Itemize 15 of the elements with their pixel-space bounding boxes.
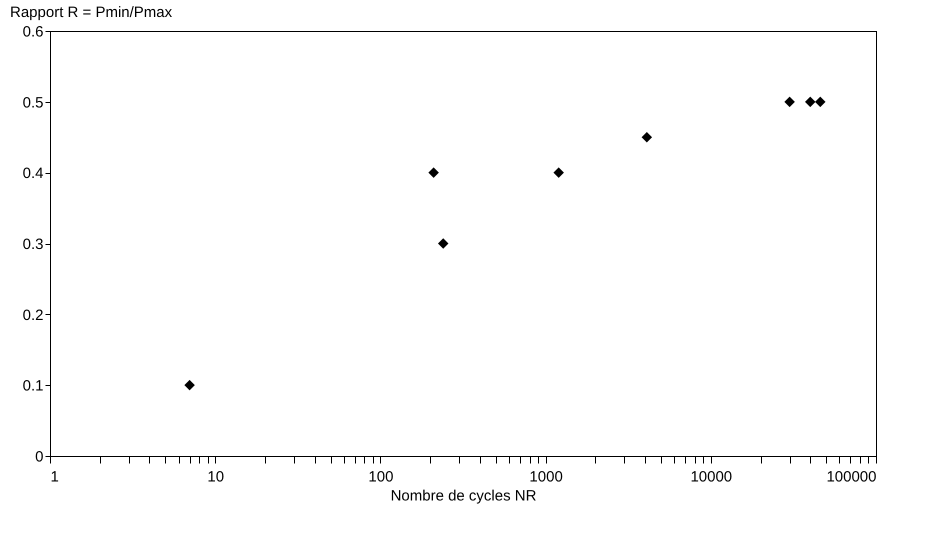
y-tick-label: 0 (35, 448, 44, 466)
y-tick-label: 0.5 (22, 94, 44, 112)
x-tick-label: 100 (368, 468, 394, 486)
x-tick-label: 10 (207, 468, 224, 486)
x-tick-label: 1000 (529, 468, 563, 486)
y-tick-label: 0.1 (22, 378, 44, 395)
y-tick-label: 0.3 (22, 236, 44, 253)
x-tick-label: 100000 (826, 468, 876, 486)
y-tick-label: 0.2 (22, 306, 44, 324)
y-tick-label: 0.4 (22, 165, 44, 182)
x-tick-label: 1 (50, 468, 59, 486)
y-axis-title: Rapport R = Pmin/Pmax (10, 4, 173, 21)
x-tick-label: 10000 (690, 468, 732, 486)
y-tick-label: 0.6 (22, 24, 44, 40)
x-axis-title: Nombre de cycles NR (390, 488, 537, 504)
